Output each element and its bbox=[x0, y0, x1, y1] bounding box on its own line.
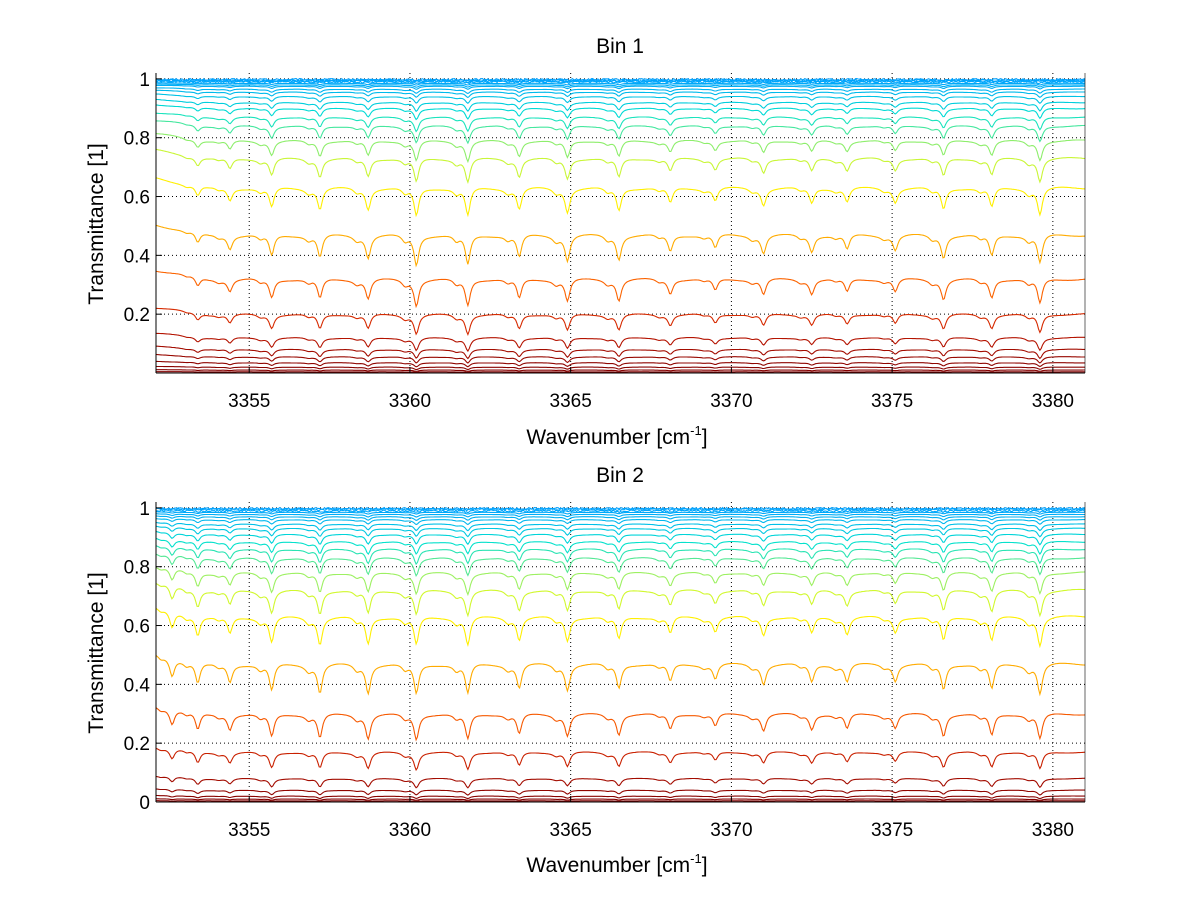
series-line bbox=[156, 360, 1085, 368]
series-line bbox=[156, 511, 1085, 515]
series-group bbox=[155, 77, 1086, 373]
series-line bbox=[155, 607, 1086, 649]
series-line bbox=[155, 112, 1086, 133]
x-tick-label: 3375 bbox=[871, 391, 913, 412]
y-tick-label: 1 bbox=[139, 499, 150, 520]
x-tick-label: 3375 bbox=[871, 820, 913, 841]
series-line bbox=[155, 788, 1085, 796]
series-line bbox=[155, 507, 1086, 512]
series-line bbox=[155, 794, 1085, 800]
series-line bbox=[155, 537, 1085, 556]
series-line bbox=[156, 800, 1085, 802]
series-line bbox=[156, 87, 1085, 95]
series-line bbox=[155, 513, 1085, 518]
series-line bbox=[155, 98, 1085, 113]
series-line bbox=[155, 654, 1086, 697]
x-tick-label: 3360 bbox=[389, 391, 431, 412]
x-tick-label: 3365 bbox=[550, 820, 592, 841]
subplot-bin-2: Bin 2 3355 3360 3365 3370 3375 3380 0 0.2 0.4 0.6… bbox=[85, 464, 1086, 877]
ticks: 3355 3360 3365 3370 3375 3380 0 0.2 0.4 0.6 0.8 1 bbox=[124, 499, 1074, 841]
axes bbox=[155, 73, 1086, 374]
series-line bbox=[155, 707, 1086, 742]
series-line bbox=[156, 84, 1085, 90]
series-line bbox=[155, 224, 1086, 268]
y-tick-label: 0.2 bbox=[124, 305, 150, 326]
plot-title: Bin 1 bbox=[596, 35, 644, 58]
series-line bbox=[155, 89, 1085, 99]
series-line bbox=[155, 307, 1085, 336]
series-line bbox=[155, 545, 1086, 566]
y-tick-label: 0.6 bbox=[124, 188, 150, 209]
ticks: 3355 3360 3365 3370 3375 3380 0.2 0.4 0.6 0.8 1 bbox=[124, 70, 1074, 412]
series-line bbox=[155, 583, 1086, 618]
series-line bbox=[156, 345, 1085, 360]
series-line bbox=[155, 148, 1086, 184]
series-line bbox=[155, 93, 1086, 105]
series-line bbox=[155, 775, 1086, 789]
x-tick-label: 3365 bbox=[550, 391, 592, 412]
series-line bbox=[155, 567, 1086, 597]
series-line bbox=[155, 515, 1085, 521]
series-line bbox=[155, 525, 1085, 538]
x-tick-label: 3360 bbox=[389, 820, 431, 841]
series-line bbox=[155, 521, 1086, 532]
series-line bbox=[155, 509, 1086, 514]
series-group bbox=[155, 506, 1086, 802]
y-tick-label: 0.8 bbox=[124, 129, 150, 150]
y-axis-label: Transmittance [1] bbox=[85, 572, 108, 733]
x-axis-label: Wavenumber [cm-1] bbox=[526, 851, 707, 877]
y-tick-label: 0.4 bbox=[124, 246, 151, 267]
axes bbox=[155, 502, 1086, 803]
y-tick-label: 0.8 bbox=[124, 558, 150, 579]
series-line bbox=[155, 530, 1086, 546]
series-line bbox=[155, 353, 1085, 364]
series-line bbox=[156, 120, 1086, 145]
series-line bbox=[155, 365, 1085, 371]
series-line bbox=[156, 371, 1085, 373]
y-tick-label: 0.6 bbox=[124, 617, 150, 638]
series-line bbox=[155, 177, 1086, 218]
series-line bbox=[155, 553, 1086, 578]
y-tick-label: 1 bbox=[139, 70, 150, 91]
series-line bbox=[155, 79, 1086, 85]
subplot-bin-1: Bin 1 3355 3360 3365 3370 3375 3380 0.2 0.4 0.6 0… bbox=[85, 35, 1086, 449]
x-tick-label: 3380 bbox=[1032, 391, 1074, 412]
series-line bbox=[155, 332, 1085, 353]
x-tick-label: 3355 bbox=[228, 820, 270, 841]
series-line bbox=[156, 82, 1085, 86]
series-line bbox=[155, 270, 1086, 309]
y-tick-label: 0.2 bbox=[124, 734, 150, 755]
x-tick-label: 3370 bbox=[710, 391, 752, 412]
x-tick-label: 3355 bbox=[228, 391, 270, 412]
series-line bbox=[155, 104, 1085, 121]
series-line bbox=[155, 133, 1086, 164]
x-axis-label: Wavenumber [cm-1] bbox=[526, 423, 707, 449]
x-tick-label: 3380 bbox=[1032, 820, 1074, 841]
series-line bbox=[155, 798, 1085, 801]
series-line bbox=[155, 518, 1085, 526]
series-line bbox=[155, 747, 1086, 772]
x-tick-label: 3370 bbox=[710, 820, 752, 841]
plot-title: Bin 2 bbox=[596, 464, 644, 487]
y-tick-label: 0 bbox=[139, 793, 150, 814]
y-tick-label: 0.4 bbox=[124, 675, 151, 696]
series-line bbox=[156, 369, 1085, 372]
y-axis-label: Transmittance [1] bbox=[85, 143, 108, 304]
series-line bbox=[156, 83, 1085, 88]
series-line bbox=[155, 506, 1086, 511]
